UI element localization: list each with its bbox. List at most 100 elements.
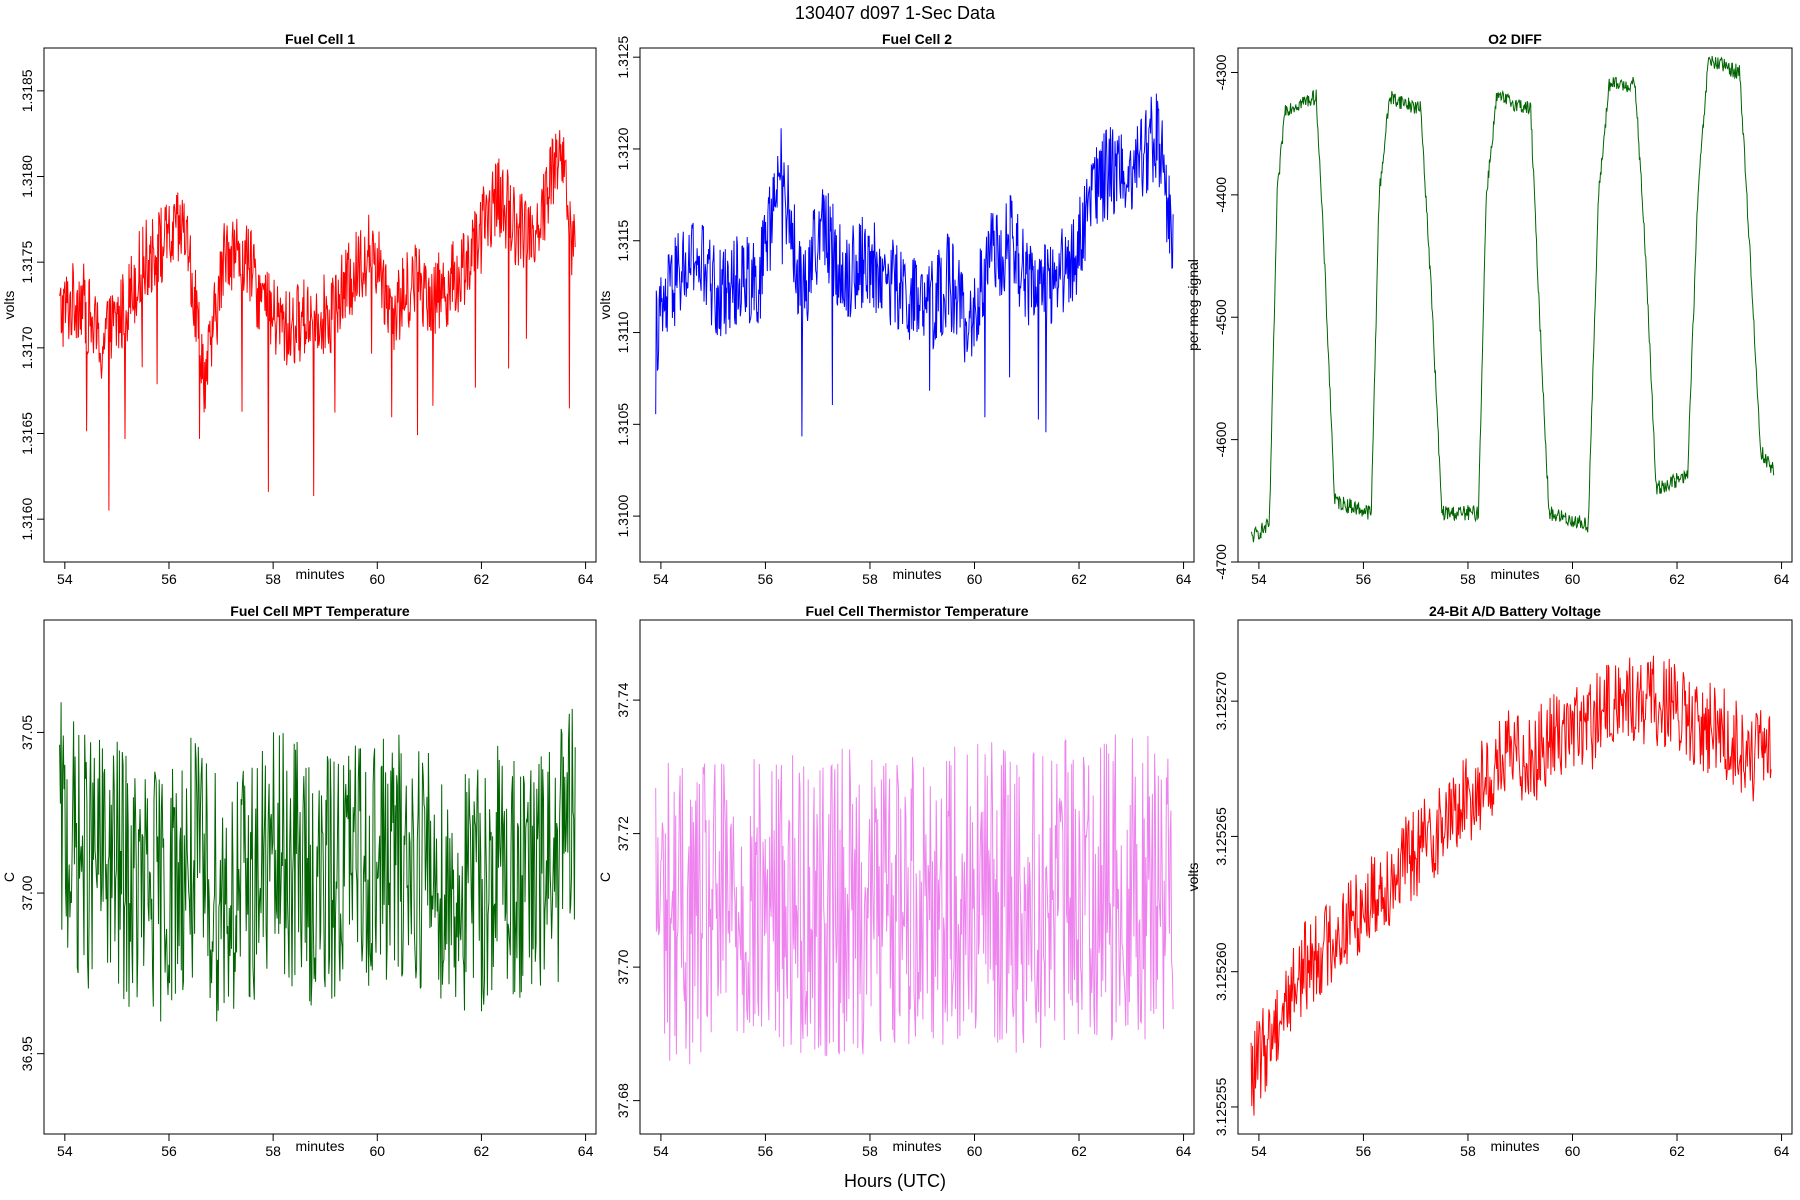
panel-title: Fuel Cell 1	[285, 31, 355, 47]
x-tick-label: 58	[862, 1143, 878, 1159]
plot-frame	[639, 47, 1195, 563]
x-tick-label: 64	[1774, 571, 1790, 587]
x-tick-label: 58	[862, 571, 878, 587]
x-tick-label: 60	[369, 1143, 385, 1159]
x-tick-label: 56	[1356, 571, 1372, 587]
y-tick-label: 3.125255	[1213, 1078, 1229, 1137]
y-axis-label: volts	[1, 291, 17, 320]
x-tick-label: 56	[758, 571, 774, 587]
x-tick-label: 54	[1251, 1143, 1267, 1159]
panel-1: Fuel Cell 1 54 56 58 60 62 64 1.3160 1.3165 1.317…	[1, 31, 597, 587]
plot-frame	[639, 619, 1195, 1135]
y-axis-label: C	[1, 872, 17, 882]
x-tick-label: 58	[265, 571, 281, 587]
y-tick-label: 1.3170	[19, 326, 35, 369]
panel-title: Fuel Cell MPT Temperature	[230, 603, 410, 619]
panel-title: O2 DIFF	[1488, 31, 1542, 47]
y-tick-label: 36.95	[19, 1036, 35, 1071]
panel-2: Fuel Cell 2 54 56 58 60 62 64 1.3100 1.3105 1.311…	[597, 31, 1195, 587]
x-tick-label: 62	[474, 1143, 490, 1159]
x-tick-label: 58	[265, 1143, 281, 1159]
y-tick-label: 3.125265	[1213, 807, 1229, 866]
panel-title: Fuel Cell 2	[882, 31, 952, 47]
y-axis-label: C	[597, 872, 613, 882]
y-tick-label: -4600	[1213, 422, 1229, 458]
x-tick-label: 58	[1460, 571, 1476, 587]
x-tick-label: 62	[1071, 571, 1087, 587]
series-line	[1250, 55, 1775, 543]
x-axis-label: minutes	[1490, 1138, 1539, 1154]
x-tick-label: 54	[57, 1143, 73, 1159]
x-tick-label: 60	[369, 571, 385, 587]
panel-grid: Fuel Cell 1 54 56 58 60 62 64 1.3160 1.3165 1.317…	[1, 31, 1793, 1159]
x-tick-label: 62	[474, 571, 490, 587]
panel-4: Fuel Cell MPT Temperature 54 56 58 60 62 64 36.…	[1, 603, 597, 1159]
figure-title: 130407 d097 1-Sec Data	[795, 3, 996, 23]
x-tick-label: 62	[1071, 1143, 1087, 1159]
y-tick-label: 37.72	[615, 816, 631, 851]
y-tick-label: 3.125270	[1213, 672, 1229, 731]
panel-title: Fuel Cell Thermistor Temperature	[805, 603, 1028, 619]
y-axis-label: volts	[597, 291, 613, 320]
y-axis-label: per meg signal	[1185, 259, 1201, 351]
y-tick-label: 1.3185	[19, 69, 35, 112]
y-tick-label: 37.05	[19, 715, 35, 750]
panel-3: O2 DIFF 54 56 58 60 62 64 -4700 -4600 -4500 -4400 -…	[1185, 31, 1793, 587]
x-tick-label: 62	[1669, 571, 1685, 587]
series-line	[59, 130, 576, 511]
y-tick-label: -4700	[1213, 544, 1229, 580]
y-tick-label: -4500	[1213, 299, 1229, 335]
plot-frame	[1237, 47, 1793, 563]
figure-x-axis-label: Hours (UTC)	[844, 1171, 946, 1191]
x-tick-label: 58	[1460, 1143, 1476, 1159]
series-line	[59, 702, 576, 1022]
plot-frame	[1237, 619, 1793, 1135]
x-tick-label: 60	[1565, 1143, 1581, 1159]
x-axis-label: minutes	[1490, 566, 1539, 582]
y-tick-label: -4400	[1213, 177, 1229, 213]
x-axis-label: minutes	[892, 1138, 941, 1154]
panel-5: Fuel Cell Thermistor Temperature 54 56 58 60…	[597, 603, 1195, 1159]
x-tick-label: 54	[57, 571, 73, 587]
x-tick-label: 62	[1669, 1143, 1685, 1159]
plot-frame	[43, 619, 597, 1135]
panel-title: 24-Bit A/D Battery Voltage	[1429, 603, 1601, 619]
x-tick-label: 64	[578, 571, 594, 587]
x-tick-label: 60	[967, 571, 983, 587]
y-tick-label: 37.68	[615, 1083, 631, 1118]
plot-frame	[43, 47, 597, 563]
y-tick-label: 1.3175	[19, 241, 35, 284]
y-tick-label: 1.3100	[615, 494, 631, 537]
x-tick-label: 54	[653, 1143, 669, 1159]
y-axis-label: volts	[1185, 863, 1201, 892]
x-axis-label: minutes	[295, 1138, 344, 1154]
y-tick-label: 1.3125	[615, 36, 631, 79]
y-tick-label: 3.125260	[1213, 942, 1229, 1001]
y-tick-label: 1.3110	[615, 311, 631, 353]
x-tick-label: 60	[1565, 571, 1581, 587]
series-line	[1250, 655, 1772, 1116]
x-tick-label: 56	[161, 571, 177, 587]
y-tick-label: 1.3165	[19, 412, 35, 455]
y-tick-label: 1.3180	[19, 155, 35, 198]
y-tick-label: 1.3120	[615, 127, 631, 170]
y-tick-label: 37.00	[19, 875, 35, 910]
x-tick-label: 60	[967, 1143, 983, 1159]
y-tick-label: 37.70	[615, 949, 631, 984]
x-tick-label: 64	[1176, 1143, 1192, 1159]
x-tick-label: 64	[578, 1143, 594, 1159]
series-line	[655, 734, 1174, 1065]
panel-6: 24-Bit A/D Battery Voltage 54 56 58 60 62 64 3.…	[1185, 603, 1793, 1159]
x-tick-label: 54	[1251, 571, 1267, 587]
x-tick-label: 56	[758, 1143, 774, 1159]
y-tick-label: 37.74	[615, 682, 631, 717]
y-tick-label: 1.3160	[19, 498, 35, 541]
y-tick-label: 1.3105	[615, 403, 631, 446]
series-line	[655, 93, 1174, 437]
x-tick-label: 54	[653, 571, 669, 587]
x-tick-label: 56	[161, 1143, 177, 1159]
x-tick-label: 56	[1356, 1143, 1372, 1159]
x-axis-label: minutes	[295, 566, 344, 582]
x-axis-label: minutes	[892, 566, 941, 582]
